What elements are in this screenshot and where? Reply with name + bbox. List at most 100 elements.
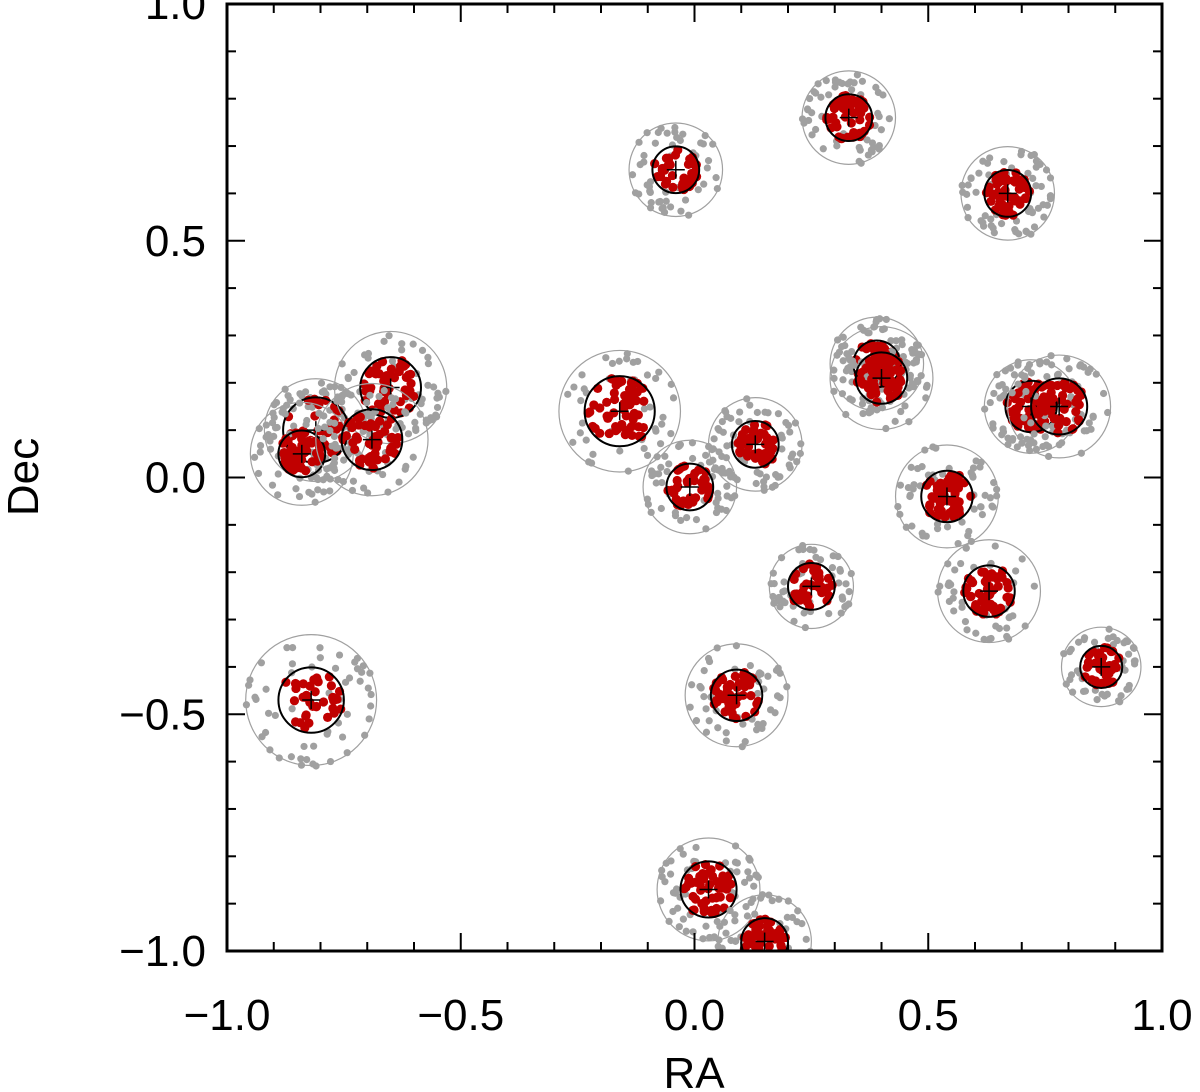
outer-member-point xyxy=(681,196,690,204)
outer-member-point xyxy=(1099,389,1108,398)
inner-member-point xyxy=(308,701,318,711)
outer-member-point xyxy=(418,346,427,355)
outer-member-point xyxy=(912,356,921,364)
outer-member-point xyxy=(856,146,864,154)
outer-member-point xyxy=(961,617,970,626)
inner-member-point xyxy=(946,470,956,481)
outer-member-point xyxy=(615,357,623,365)
outer-member-point xyxy=(1047,352,1055,360)
outer-member-point xyxy=(990,479,998,487)
outer-member-point xyxy=(723,482,731,490)
outer-member-point xyxy=(1029,174,1037,183)
outer-member-point xyxy=(975,169,983,177)
outer-member-point xyxy=(275,754,283,762)
outer-member-point xyxy=(702,525,710,533)
outer-member-point xyxy=(665,460,673,468)
outer-member-point xyxy=(364,489,372,497)
inner-member-point xyxy=(688,891,698,902)
outer-member-point xyxy=(771,709,779,717)
inner-member-point xyxy=(290,448,300,458)
outer-member-point xyxy=(702,922,710,930)
inner-member-point xyxy=(707,871,718,881)
outer-member-point xyxy=(774,410,783,418)
inner-member-point xyxy=(627,430,637,441)
outer-member-point xyxy=(322,390,330,398)
outer-member-point xyxy=(758,724,766,733)
outer-member-point xyxy=(688,439,697,447)
inner-member-point xyxy=(620,430,630,440)
outer-member-point xyxy=(252,695,260,703)
outer-member-point xyxy=(819,145,827,153)
outer-member-point xyxy=(679,130,687,138)
inner-member-point xyxy=(873,364,883,374)
outer-member-point xyxy=(1000,158,1008,166)
outer-member-point xyxy=(847,86,856,94)
outer-member-point xyxy=(320,488,328,496)
outer-member-point xyxy=(1090,638,1099,646)
outer-member-point xyxy=(367,690,375,699)
inner-member-point xyxy=(625,392,635,403)
outer-member-point xyxy=(773,692,782,700)
outer-member-point xyxy=(896,481,905,489)
outer-member-point xyxy=(667,380,675,388)
outer-member-point xyxy=(651,139,659,147)
outer-member-point xyxy=(810,88,818,96)
outer-member-point xyxy=(338,360,346,368)
outer-member-point xyxy=(906,491,914,499)
outer-member-point xyxy=(764,672,772,680)
outer-member-point xyxy=(989,420,997,428)
inner-member-point xyxy=(1090,658,1100,668)
outer-member-point xyxy=(1021,622,1029,630)
inner-member-point xyxy=(699,907,709,917)
inner-member-point xyxy=(1037,382,1047,392)
outer-member-point xyxy=(339,391,347,399)
outer-member-point xyxy=(671,512,680,520)
inner-member-point xyxy=(639,396,649,406)
outer-member-point xyxy=(921,446,929,454)
outer-member-point xyxy=(969,473,977,481)
outer-member-point xyxy=(777,554,786,562)
inner-member-point xyxy=(685,493,695,503)
outer-member-point xyxy=(271,424,280,432)
outer-member-point xyxy=(1043,372,1051,381)
outer-member-point xyxy=(266,746,274,754)
inner-member-point xyxy=(1088,647,1099,657)
outer-member-point xyxy=(796,449,804,458)
outer-member-point xyxy=(1037,182,1045,191)
outer-member-point xyxy=(776,669,784,677)
outer-member-point xyxy=(907,463,915,471)
outer-member-point xyxy=(1032,445,1041,453)
inner-member-point xyxy=(711,893,721,903)
outer-member-point xyxy=(958,518,966,526)
outer-member-point xyxy=(964,532,972,540)
outer-member-point xyxy=(361,731,369,739)
outer-member-point xyxy=(316,654,324,662)
outer-member-point xyxy=(720,918,729,926)
cluster-17 xyxy=(934,539,1042,644)
cluster-10 xyxy=(642,439,739,535)
outer-member-point xyxy=(730,473,738,482)
outer-member-point xyxy=(846,395,854,403)
outer-member-point xyxy=(281,385,289,393)
outer-member-point xyxy=(842,410,850,419)
outer-member-point xyxy=(712,174,720,182)
inner-member-point xyxy=(667,170,678,181)
inner-member-point xyxy=(883,386,893,396)
outer-member-point xyxy=(863,136,871,144)
outer-member-point xyxy=(700,667,708,675)
outer-member-point xyxy=(402,462,410,470)
outer-member-point xyxy=(424,353,432,361)
outer-member-point xyxy=(873,406,881,414)
outer-member-point xyxy=(782,418,790,427)
inner-member-point xyxy=(301,710,311,720)
outer-member-point xyxy=(785,461,793,469)
outer-member-point xyxy=(746,401,754,409)
outer-member-point xyxy=(270,432,278,440)
inner-member-point xyxy=(318,697,329,707)
outer-member-point xyxy=(364,684,372,692)
inner-member-point xyxy=(328,703,338,713)
outer-member-point xyxy=(361,351,369,359)
outer-member-point xyxy=(289,643,297,652)
outer-member-point xyxy=(710,465,719,473)
outer-member-point xyxy=(989,224,997,232)
